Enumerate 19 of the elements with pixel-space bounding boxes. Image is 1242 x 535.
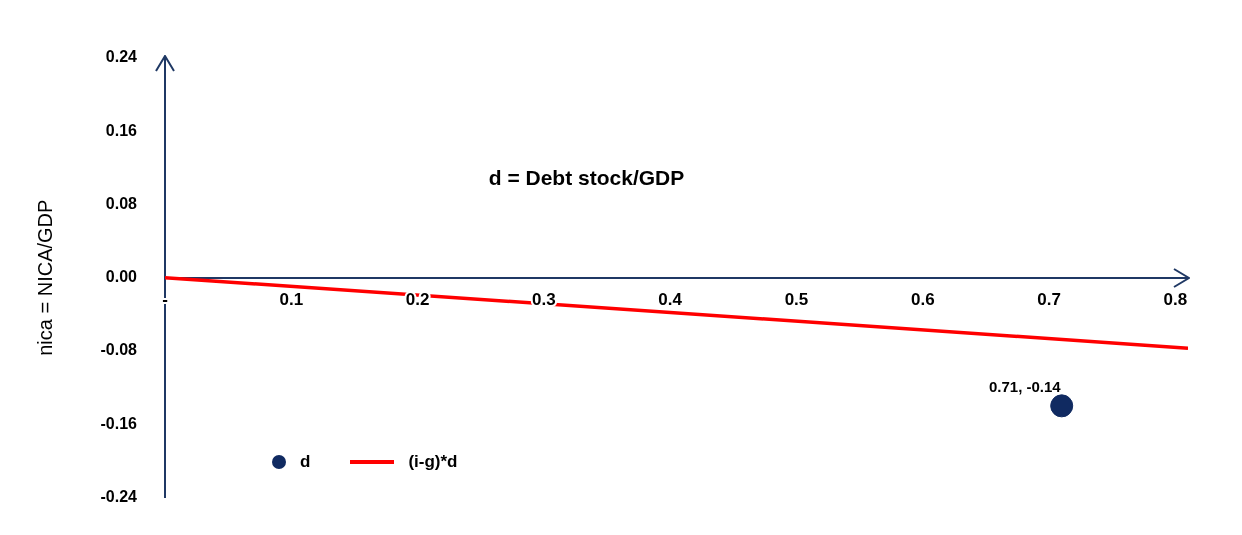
y-tick-label: 0.16 xyxy=(105,121,138,139)
legend-label: (i-g)*d xyxy=(408,452,458,472)
data-label: 0.71, -0.14 xyxy=(988,378,1062,396)
y-tick-label: 0.08 xyxy=(105,194,138,212)
y-axis-title: nica = NICA/GDP xyxy=(33,199,56,356)
y-tick-label: -0.08 xyxy=(100,341,138,359)
x-tick-label: 0.6 xyxy=(910,289,935,309)
legend-label: d xyxy=(300,452,311,472)
x-axis-title: d = Debt stock/GDP xyxy=(488,165,685,189)
x-tick-label: 0.8 xyxy=(1163,289,1188,309)
x-tick-label: 0.7 xyxy=(1037,289,1061,309)
y-tick-label: -0.16 xyxy=(100,414,138,432)
x-tick-label: 0.4 xyxy=(658,289,683,309)
y-tick-label: 0.00 xyxy=(105,268,138,286)
x-tick-label: 0.1 xyxy=(279,289,304,309)
x-tick-label: - xyxy=(162,289,168,309)
y-tick-label: 0.24 xyxy=(105,48,138,66)
x-tick-label: 0.5 xyxy=(784,289,809,309)
y-tick-label: -0.24 xyxy=(100,487,138,505)
